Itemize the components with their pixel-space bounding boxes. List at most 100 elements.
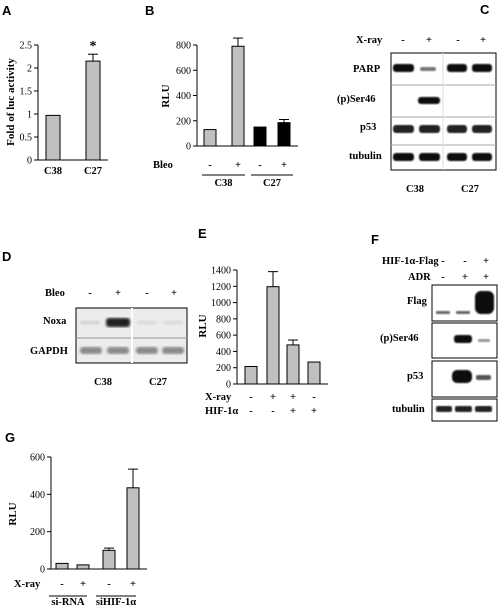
b-group-label: C38 (214, 178, 232, 189)
e-row-state: - (249, 406, 253, 417)
e-y-tick-label: 1400 (211, 266, 231, 277)
g-treatment-state: - (60, 579, 64, 590)
b-y-tick-label: 200 (176, 116, 191, 127)
e-y-tick-label: 400 (216, 347, 231, 358)
blot-f-pser46-bands (454, 335, 490, 343)
blot-c-header-label: X-ray (356, 35, 383, 46)
a-category-label: C38 (44, 166, 62, 177)
b-bar (253, 126, 267, 147)
b-bar (277, 122, 291, 147)
blot-f-row-label-1: Flag (407, 296, 428, 307)
e-y-tick-label: 1200 (211, 282, 231, 293)
panel-label-b: B (145, 3, 154, 18)
g-treatment-state: + (80, 579, 86, 590)
blot-f-h1-state-1: - (441, 256, 445, 267)
a-y-tick-label: 2.5 (20, 41, 33, 52)
blot-f-p53-bands (452, 370, 491, 383)
panel-label-c: C (480, 2, 490, 17)
blot-d-state-1: - (88, 288, 92, 299)
blot-c-group-1: C38 (406, 184, 424, 195)
blot-d-gapdh-bands (80, 347, 184, 354)
a-y-tick-label: 1 (27, 110, 32, 121)
g-bar (126, 487, 140, 570)
blot-c-row-label-4: tubulin (349, 151, 382, 162)
blot-c-state-3: - (456, 35, 460, 46)
g-y-tick-label: 0 (40, 565, 45, 576)
blot-f-row-label-4: tubulin (392, 404, 425, 415)
b-treatment-state: + (281, 160, 287, 171)
blot-f-header-label-2: ADR (408, 272, 431, 283)
blot-d-noxa-bands (80, 318, 183, 327)
blot-f-h2-state-2: + (462, 272, 468, 283)
e-y-tick-label: 1000 (211, 298, 231, 309)
e-row-label: HIF-1α (205, 406, 238, 417)
a-y-tick-label: 2 (27, 64, 32, 75)
b-y-axis-label: RLU (160, 84, 172, 107)
blot-d-row-label-1: Noxa (43, 316, 67, 327)
blot-f-h1-state-2: - (463, 256, 467, 267)
e-bar (244, 365, 258, 385)
blot-panel-d: Bleo - + - + Noxa GAPDH C38 C27 (30, 288, 188, 388)
b-treatment-label: Bleo (153, 160, 173, 171)
blot-c-pser46-bands (418, 97, 440, 104)
a-bar (85, 60, 101, 161)
e-y-axis-label: RLU (197, 314, 209, 337)
g-group-label: siHIF-1α (96, 597, 136, 608)
e-bar (307, 361, 321, 385)
g-group-label: si-RNA (51, 597, 85, 608)
e-row-state: - (312, 392, 316, 403)
b-group-label: C27 (263, 178, 281, 189)
b-treatment-state: + (235, 160, 241, 171)
blot-f-h2-state-3: + (483, 272, 489, 283)
e-row-state: - (271, 406, 275, 417)
blot-f-flag-bands (436, 291, 494, 314)
blot-d-header-label: Bleo (45, 288, 65, 299)
blot-c-row-label-3: p53 (360, 122, 376, 133)
blot-c-tubulin-bands (393, 153, 492, 161)
g-y-axis-label: RLU (7, 502, 19, 525)
a-y-tick-label: 1.5 (20, 87, 33, 98)
blot-d-state-2: + (115, 288, 121, 299)
e-y-tick-label: 800 (216, 314, 231, 325)
panel-label-a: A (2, 3, 12, 18)
panel-label-g: G (5, 430, 15, 445)
blot-f-tubulin-bands (436, 406, 492, 412)
blot-c-state-4: + (480, 35, 486, 46)
g-treatment-state: + (130, 579, 136, 590)
blot-f-row-label-2: (p)Ser46 (380, 333, 419, 344)
b-treatment-state: - (258, 160, 262, 171)
e-row-state: - (249, 392, 253, 403)
blot-f-header-label-1: HIF-1α-Flag (382, 256, 439, 267)
blot-c-row-label-2: (p)Ser46 (337, 94, 376, 105)
g-treatment-state: - (107, 579, 111, 590)
b-bar (231, 45, 245, 147)
b-y-tick-label: 400 (176, 91, 191, 102)
blot-c-parp-bands (393, 64, 492, 72)
blot-c-group-2: C27 (461, 184, 479, 195)
blot-panel-c: X-ray - + - + PARP (p)Ser46 p53 tubulin (337, 35, 497, 195)
panel-label-f: F (371, 232, 379, 247)
e-bar (266, 286, 280, 385)
e-y-tick-label: 200 (216, 363, 231, 374)
blot-d-row-label-2: GAPDH (30, 346, 68, 357)
blot-c-row-label-1: PARP (353, 64, 381, 75)
blot-f-row-label-3: p53 (407, 371, 423, 382)
b-bar (203, 129, 217, 147)
b-y-tick-label: 800 (176, 41, 191, 52)
e-row-state: + (290, 392, 296, 403)
blot-c-state-2: + (426, 35, 432, 46)
blot-f-h2-state-1: - (441, 272, 445, 283)
g-bar (76, 564, 90, 570)
e-row-state: + (311, 406, 317, 417)
blot-d-state-4: + (171, 288, 177, 299)
e-y-tick-label: 0 (226, 380, 231, 391)
e-row-state: + (290, 406, 296, 417)
a-category-label: C27 (84, 166, 102, 177)
e-bar (286, 344, 300, 385)
blot-d-group-1: C38 (94, 377, 112, 388)
g-bar (55, 562, 69, 570)
